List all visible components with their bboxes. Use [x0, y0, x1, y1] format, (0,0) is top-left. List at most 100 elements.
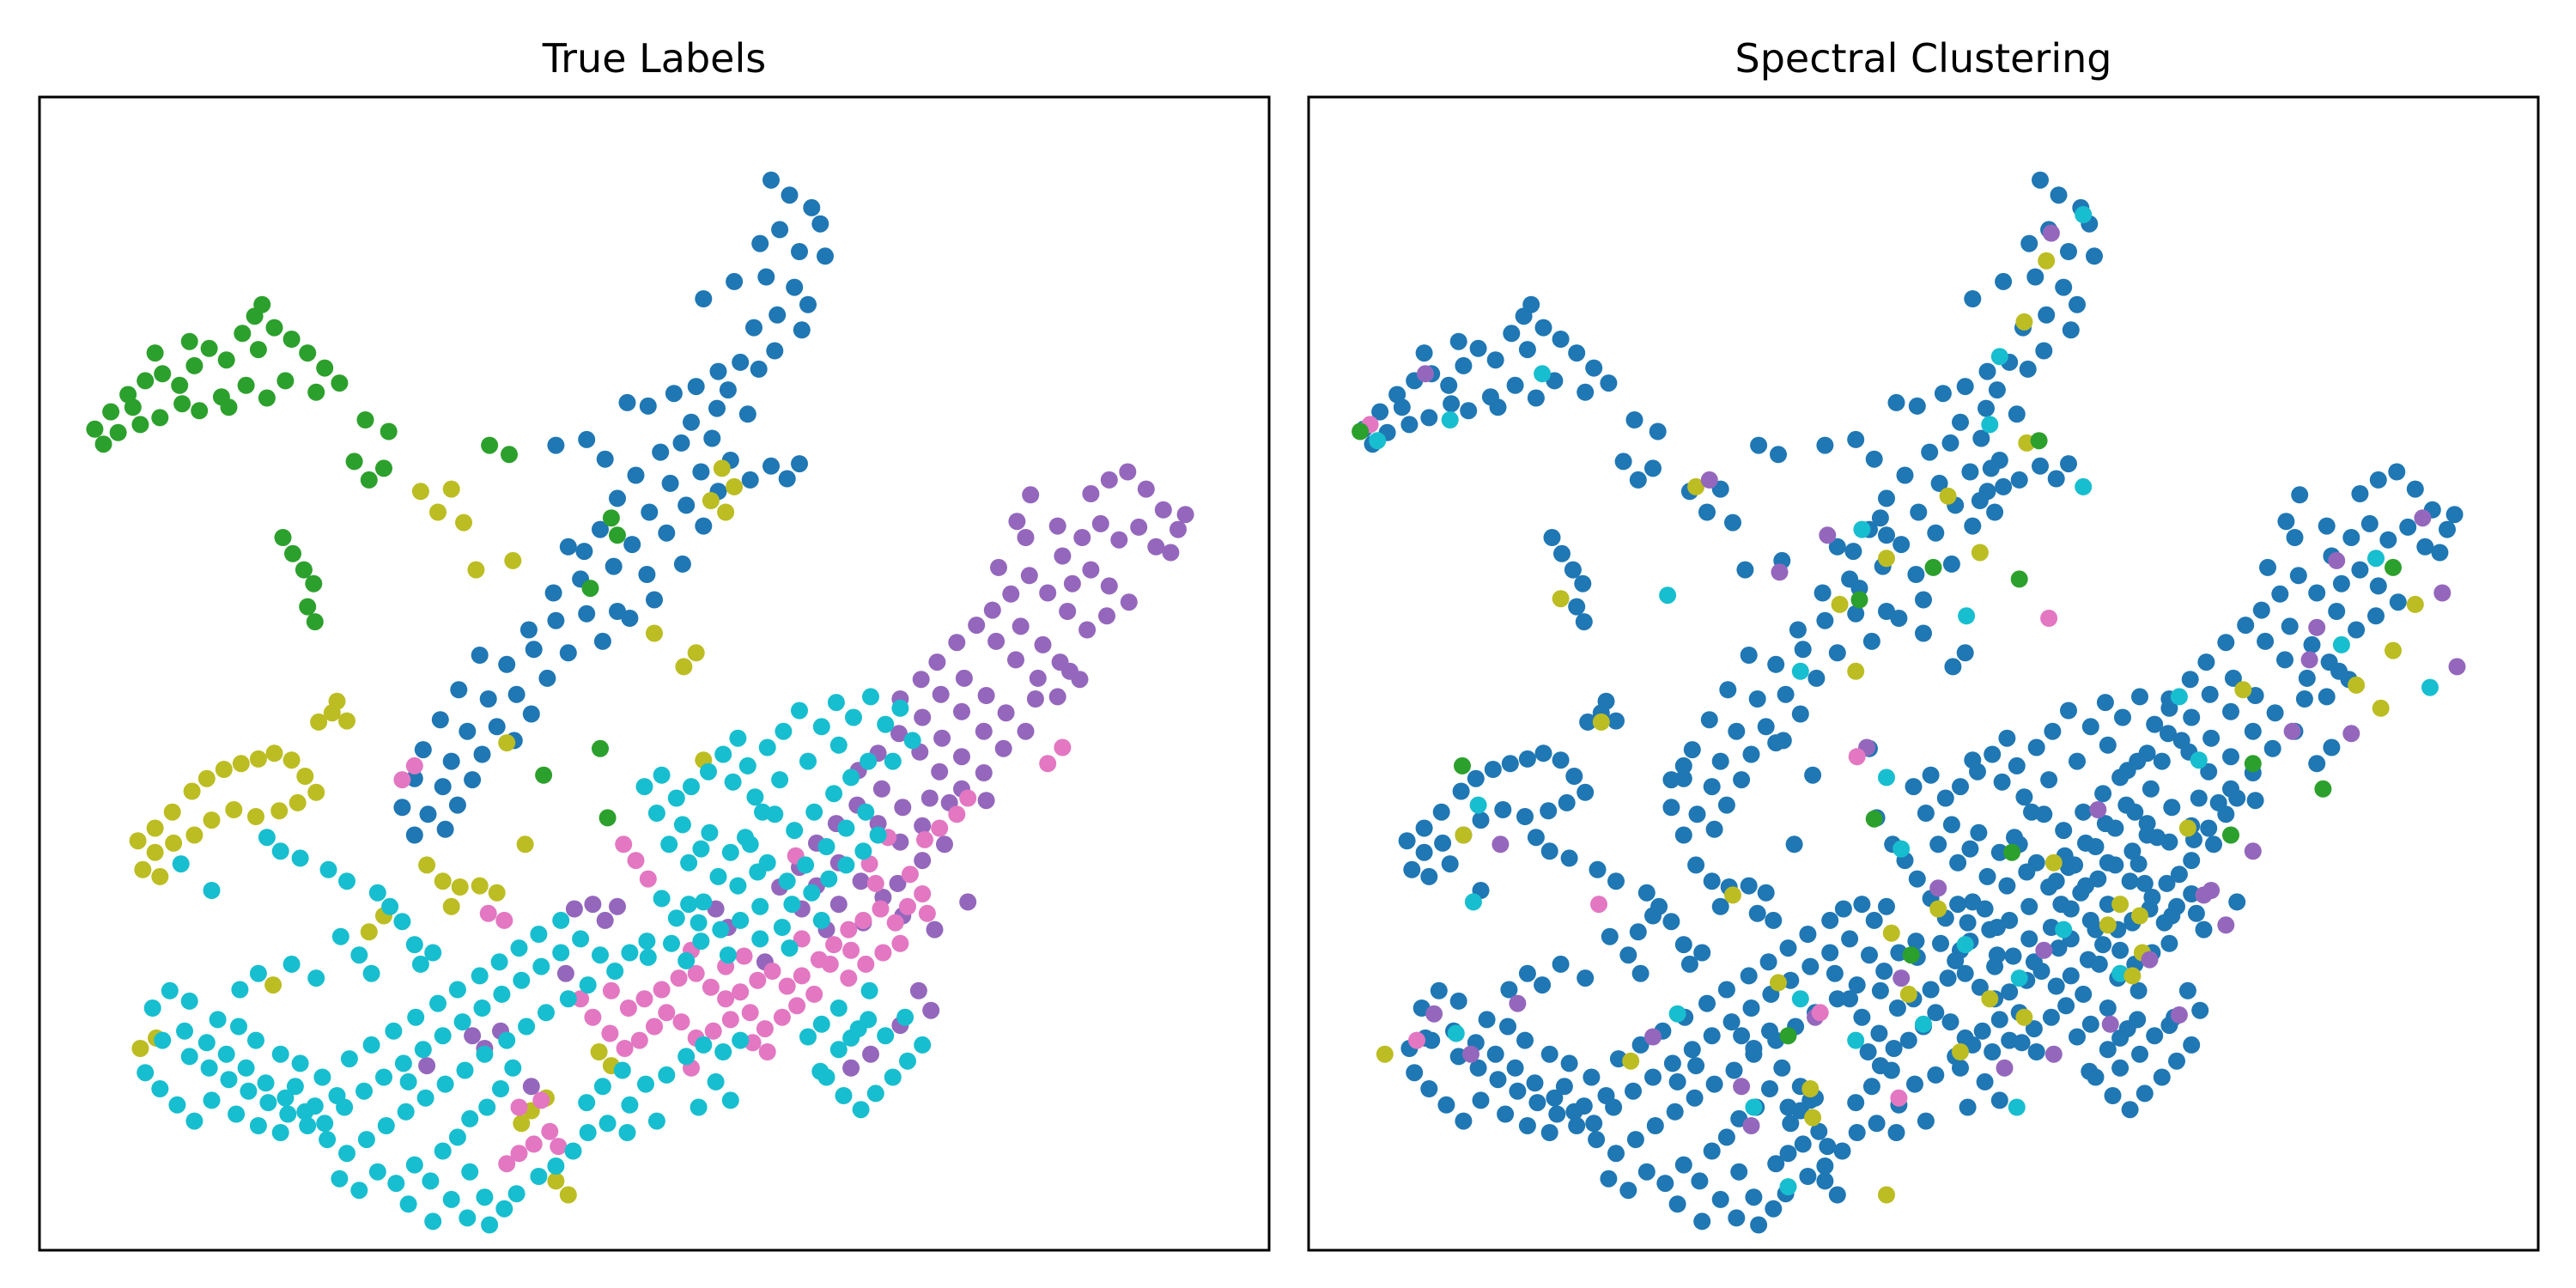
- scatter-point-purple: [975, 722, 993, 740]
- scatter-point-green: [299, 344, 317, 362]
- scatter-point-blue: [1995, 477, 2013, 495]
- scatter-point-cyan: [860, 981, 878, 999]
- scatter-point-purple: [1147, 538, 1165, 556]
- scatter-point-green: [609, 526, 626, 544]
- scatter-point-olive: [203, 811, 221, 829]
- scatter-point-blue: [448, 796, 466, 814]
- scatter-point-blue: [1930, 474, 1948, 492]
- scatter-point-blue: [547, 436, 565, 454]
- scatter-point-blue: [2081, 718, 2099, 736]
- scatter-point-blue: [2163, 799, 2181, 817]
- scatter-point-olive: [1971, 544, 1989, 562]
- scatter-point-purple: [1929, 879, 1947, 897]
- scatter-point-blue: [2069, 295, 2086, 313]
- scatter-point-pink: [646, 1018, 663, 1036]
- scatter-point-olive: [163, 803, 181, 821]
- scatter-point-cyan: [613, 1061, 631, 1079]
- scatter-point-purple: [2035, 941, 2053, 959]
- scatter-point-blue: [414, 741, 432, 759]
- scatter-point-cyan: [658, 1066, 676, 1084]
- scatter-point-blue: [1478, 1011, 1496, 1029]
- scatter-point-blue: [2351, 485, 2369, 502]
- scatter-point-blue: [1509, 1082, 1527, 1100]
- scatter-point-blue: [1534, 319, 1552, 337]
- scatter-point-cyan: [429, 994, 447, 1012]
- scatter-point-cyan: [2332, 635, 2350, 653]
- scatter-point-blue: [1794, 1135, 1812, 1153]
- scatter-point-cyan: [151, 1080, 169, 1097]
- scatter-point-olive: [1592, 713, 1610, 731]
- scatter-point-blue: [1614, 453, 1632, 471]
- scatter-point-olive: [2372, 699, 2390, 717]
- scatter-point-blue: [507, 685, 526, 703]
- scatter-point-blue: [1717, 796, 1735, 814]
- scatter-point-purple: [2089, 801, 2107, 818]
- scatter-point-blue: [726, 272, 744, 290]
- scatter-point-blue: [2183, 1036, 2201, 1054]
- scatter-point-blue: [1944, 658, 1962, 676]
- scatter-point-blue: [1816, 611, 1834, 629]
- scatter-point-olive: [1939, 487, 1957, 505]
- scatter-point-blue: [2191, 1001, 2209, 1019]
- scatter-point-blue: [1819, 1138, 1837, 1156]
- scatter-point-blue: [1540, 1124, 1558, 1141]
- scatter-point-cyan: [729, 729, 747, 747]
- scatter-point-blue: [2026, 268, 2044, 286]
- scatter-point-purple: [968, 617, 986, 635]
- scatter-point-blue: [1740, 967, 1758, 985]
- scatter-point-purple: [1017, 722, 1035, 740]
- scatter-point-blue: [1469, 1059, 1487, 1077]
- scatter-point-blue: [2281, 617, 2299, 635]
- scatter-point-green: [356, 411, 374, 428]
- scatter-point-purple: [1700, 471, 1718, 489]
- scatter-point-blue: [1698, 994, 1716, 1012]
- scatter-point-blue: [1577, 969, 1595, 987]
- scatter-point-blue: [1885, 1040, 1903, 1057]
- scatter-point-blue: [1757, 884, 1775, 902]
- scatter-point-pink: [857, 955, 875, 973]
- scatter-point-pink: [874, 944, 892, 962]
- scatter-point-purple: [1100, 577, 1118, 595]
- scatter-point-olive: [1929, 900, 1947, 918]
- scatter-point-cyan: [350, 946, 368, 964]
- scatter-point-blue: [2224, 669, 2242, 687]
- scatter-point-cyan: [172, 855, 190, 873]
- scatter-point-purple: [1130, 518, 1148, 536]
- scatter-point-blue: [2008, 756, 2026, 775]
- scatter-point-olive: [2038, 252, 2056, 270]
- scatter-point-blue: [741, 471, 759, 489]
- scatter-point-blue: [695, 290, 713, 307]
- scatter-point-blue: [2055, 822, 2073, 840]
- scatter-point-cyan: [507, 1185, 526, 1203]
- scatter-point-blue: [2342, 529, 2360, 546]
- scatter-point-blue: [1585, 359, 1603, 377]
- scatter-point-blue: [2332, 574, 2350, 592]
- scatter-point-cyan: [328, 1087, 346, 1104]
- scatter-point-cyan: [592, 946, 609, 964]
- scatter-point-blue: [799, 295, 817, 313]
- scatter-point-blue: [2222, 748, 2239, 766]
- scatter-point-blue: [1927, 1066, 1945, 1084]
- scatter-point-blue: [578, 605, 596, 623]
- scatter-point-purple: [1509, 994, 1527, 1012]
- scatter-point-blue: [1577, 783, 1595, 801]
- scatter-point-blue: [1674, 936, 1692, 954]
- scatter-point-cyan: [877, 1027, 895, 1045]
- scatter-point-blue: [781, 186, 799, 204]
- scatter-point-blue: [2399, 518, 2417, 536]
- scatter-point-blue: [2136, 874, 2154, 892]
- scatter-point-cyan: [456, 1061, 474, 1079]
- scatter-point-pink: [749, 971, 767, 989]
- scatter-point-blue: [1934, 385, 1952, 403]
- scatter-point-blue: [2062, 967, 2080, 985]
- scatter-point-blue: [2153, 1068, 2171, 1086]
- scatter-point-blue: [1688, 805, 1706, 823]
- scatter-point-cyan: [712, 920, 730, 939]
- scatter-point-blue: [1455, 1112, 1473, 1130]
- scatter-point-pink: [601, 1024, 619, 1042]
- scatter-point-purple: [1020, 567, 1038, 585]
- scatter-point-blue: [621, 610, 639, 627]
- scatter-point-blue: [1574, 574, 1592, 592]
- scatter-point-blue: [575, 543, 593, 561]
- scatter-point-cyan: [375, 1068, 392, 1086]
